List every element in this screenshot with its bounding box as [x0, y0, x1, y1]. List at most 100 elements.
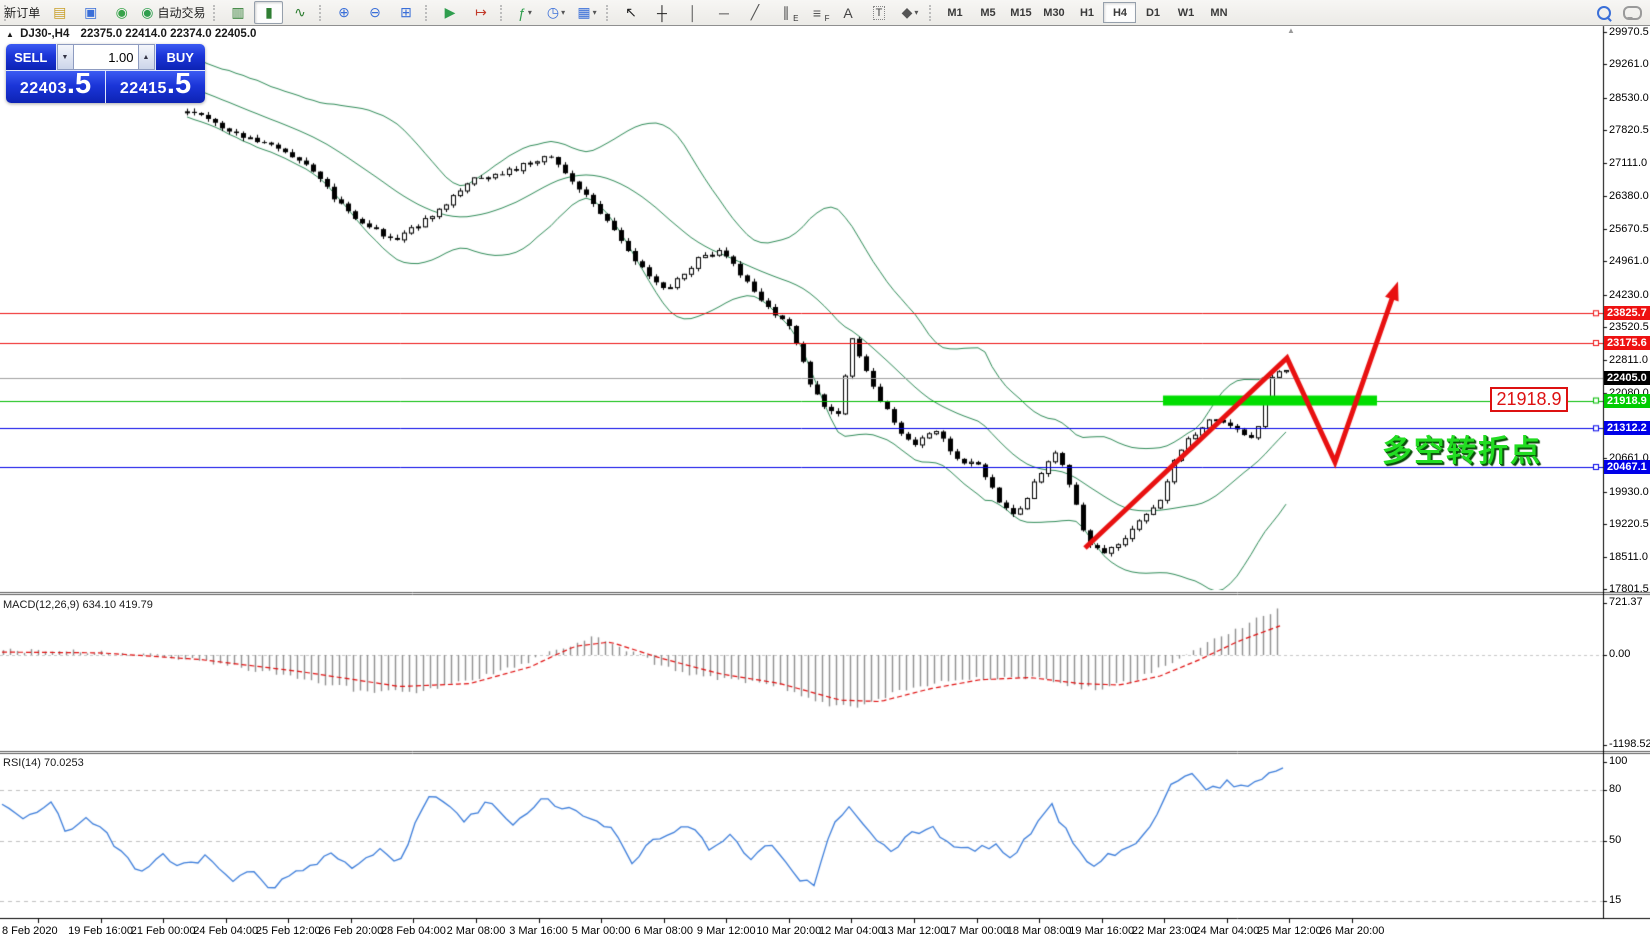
price-axis-tick: 27111.0 [1609, 156, 1648, 169]
signals-icon: ◉ [115, 4, 128, 20]
templates-button: ▦ [577, 4, 591, 20]
price-axis-tick: 29970.5 [1609, 26, 1649, 38]
sell-price[interactable]: 22403.5 [6, 70, 105, 103]
line-chart-icon: ∿ [294, 4, 306, 20]
time-axis-label: 28 Feb 04:00 [380, 925, 446, 937]
price-axis-tick: 23520.5 [1609, 321, 1649, 334]
new-order-button-label: 新订单 [4, 6, 41, 20]
search-icon[interactable] [1597, 5, 1611, 20]
chart-shift-icon[interactable]: ↦ [466, 1, 495, 24]
line-chart-icon[interactable]: ∿ [285, 1, 314, 24]
timeframe-h4[interactable]: H4 [1103, 2, 1137, 23]
arrows-icon[interactable]: ◆ ▾ [901, 4, 919, 20]
text-icon[interactable]: A [833, 1, 862, 24]
auto-scroll-icon[interactable]: ▶ [435, 1, 464, 24]
chart-shift-icon: ↦ [475, 4, 487, 20]
symbol-marker-icon: ▲ [6, 30, 14, 39]
timeframe-w1[interactable]: W1 [1177, 6, 1195, 19]
market-watch-icon: ▣ [84, 4, 98, 20]
volume-decrease-button[interactable]: ▼ [56, 44, 74, 70]
price-axis-tick: 19930.0 [1609, 485, 1649, 498]
chat-icon[interactable] [1623, 5, 1642, 20]
toolbar-grip [425, 4, 429, 21]
zoom-in-icon[interactable]: ⊕ [329, 1, 358, 24]
price-level-tag: 23825.7 [1604, 306, 1650, 321]
channel-icon[interactable]: ∥ E [782, 4, 799, 23]
text-label-icon[interactable]: T [864, 1, 893, 24]
signals-icon[interactable]: ◉ [107, 1, 136, 24]
timeframe-m30[interactable]: M30 [1043, 6, 1065, 19]
arrows-icon: ◆ [901, 4, 913, 20]
fibonacci-icon: ≡ [812, 4, 822, 21]
sell-button[interactable]: SELL [6, 44, 56, 70]
symbol-name: DJ30-,H4 [20, 28, 70, 40]
price-axis-tick: 25670.5 [1609, 222, 1649, 235]
timeframe-m5[interactable]: M5 [980, 6, 996, 19]
buy-price[interactable]: 22415.5 [106, 68, 205, 103]
bar-chart-icon[interactable]: ▥ [223, 1, 252, 24]
time-axis-label: 24 Mar 04:00 [1194, 925, 1260, 937]
toolbar-grip [606, 4, 610, 21]
fibonacci-icon[interactable]: ≡ F [812, 4, 830, 24]
buy-price-fraction: .5 [166, 68, 192, 100]
time-axis-label: 19 Mar 16:00 [1069, 925, 1135, 937]
indicators-button[interactable]: ƒ ▾ [518, 4, 532, 21]
time-axis-label: 8 Feb 2020 [2, 925, 58, 937]
toolbar-grip [4, 4, 8, 21]
trendline-icon: ╱ [750, 4, 760, 20]
vertical-line-icon: │ [688, 4, 698, 21]
auto-trading-button[interactable]: ◉ 自动交易 [138, 1, 208, 24]
tile-windows-icon: ⊞ [400, 4, 412, 20]
volume-input[interactable] [73, 44, 138, 70]
price-level-tag: 21918.9 [1604, 393, 1650, 408]
crosshair-icon: ┼ [657, 4, 667, 21]
timeframe-h1[interactable]: H1 [1079, 6, 1095, 19]
time-axis-label: 24 Feb 04:00 [193, 925, 259, 937]
zoom-out-icon[interactable]: ⊖ [360, 1, 389, 24]
time-axis-label: 12 Mar 04:00 [818, 925, 884, 937]
price-axis-tick: 19220.5 [1609, 518, 1649, 531]
time-axis-label: 6 Mar 08:00 [634, 925, 694, 937]
time-axis-label: 21 Feb 00:00 [130, 925, 196, 937]
timeframe-mn[interactable]: MN [1210, 6, 1228, 19]
timeframe-m15[interactable]: M15 [1010, 6, 1032, 19]
new-order-button[interactable]: ▤新订单 [0, 1, 43, 24]
price-level-tag: 20467.1 [1604, 459, 1650, 474]
crosshair-icon[interactable]: ┼ [647, 1, 676, 24]
time-axis-label: 3 Mar 16:00 [509, 925, 568, 937]
time-axis-label: 17 Mar 00:00 [944, 925, 1009, 937]
chart-window-icon: ▤ [53, 4, 67, 20]
tile-windows-icon[interactable]: ⊞ [391, 1, 420, 24]
chart-scroll-marker-icon[interactable]: ▲ [1287, 26, 1295, 35]
price-axis-tick: 29261.0 [1609, 58, 1649, 71]
candlestick-chart-icon[interactable]: ▮ [254, 1, 284, 24]
templates-button[interactable]: ▦ ▾ [577, 4, 597, 20]
buy-button[interactable]: BUY [155, 44, 205, 70]
volume-increase-button[interactable]: ▲ [137, 44, 155, 70]
symbol-ohlc: 22375.0 22414.0 22374.0 22405.0 [80, 28, 257, 40]
macd-axis-tick: -1198.52 [1609, 738, 1650, 750]
price-axis-tick: 28530.0 [1609, 91, 1649, 104]
text-icon: A [843, 4, 853, 21]
macd-axis-tick: 721.37 [1609, 596, 1643, 608]
chart-window-icon[interactable]: ▤ [45, 1, 74, 24]
market-watch-icon[interactable]: ▣ [76, 1, 105, 24]
trendline-icon[interactable]: ╱ [740, 1, 769, 24]
horizontal-line-icon[interactable]: ─ [709, 1, 738, 24]
macd-axis-tick: 0.00 [1609, 648, 1631, 660]
timeframe-m1[interactable]: M1 [947, 6, 963, 19]
rsi-axis-tick: 100 [1609, 755, 1628, 767]
time-axis-label: 26 Mar 20:00 [1319, 925, 1385, 937]
timeframe-d1[interactable]: D1 [1145, 6, 1161, 19]
auto-trading-button: ◉ [141, 4, 154, 20]
time-axis-label: 5 Mar 00:00 [571, 925, 631, 937]
periods-button[interactable]: ◷ ▾ [546, 4, 566, 20]
toolbar-grip [319, 4, 323, 21]
cursor-icon[interactable]: ↖ [616, 1, 645, 24]
vertical-line-icon[interactable]: │ [678, 1, 707, 24]
time-axis-label: 26 Feb 20:00 [318, 925, 384, 937]
time-axis-label: 2 Mar 08:00 [446, 925, 506, 937]
price-axis-tick: 17801.5 [1609, 583, 1649, 595]
time-axis-label: 10 Mar 20:00 [756, 925, 822, 937]
